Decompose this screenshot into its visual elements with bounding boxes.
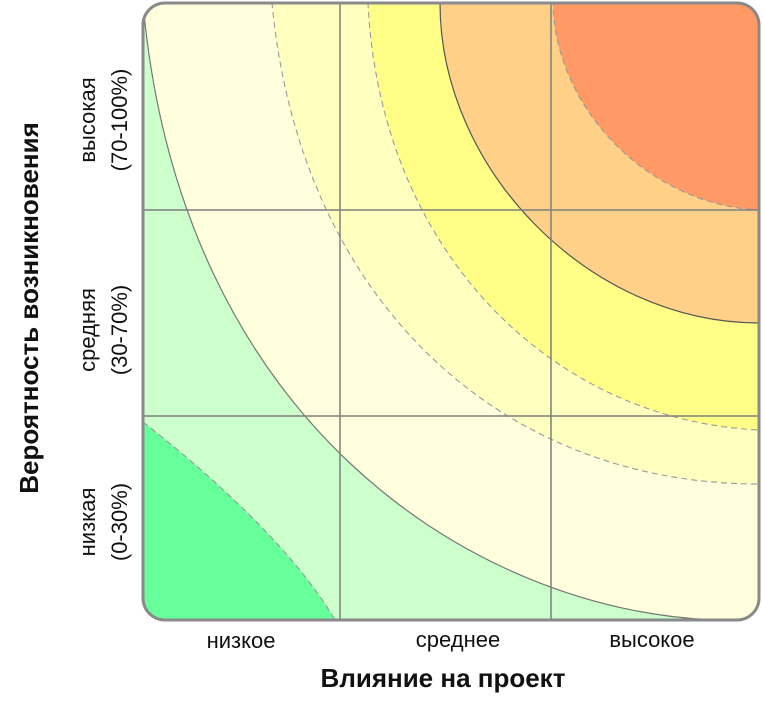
y-tick-low-name: низкая (75, 488, 100, 557)
y-tick-high-range: (70-100%) (107, 69, 132, 172)
y-tick-medium-range: (30-70%) (107, 285, 132, 375)
y-tick-medium-name: средняя (75, 288, 100, 372)
x-tick-low: низкое (207, 628, 276, 653)
x-tick-medium: среднее (416, 627, 500, 652)
plot-frame (141, 1, 761, 622)
zone-red (552, 3, 759, 211)
y-tick-high-name: высокая (75, 77, 100, 162)
risk-zones (143, 3, 759, 620)
x-tick-high: высокое (609, 627, 694, 652)
x-axis-title: Влияние на проект (321, 663, 566, 693)
grid-lines (143, 3, 759, 620)
zone-low-corner (143, 420, 336, 620)
y-axis-title: Вероятность возникновения (14, 122, 44, 494)
y-tick-low-range: (0-30%) (107, 483, 132, 561)
